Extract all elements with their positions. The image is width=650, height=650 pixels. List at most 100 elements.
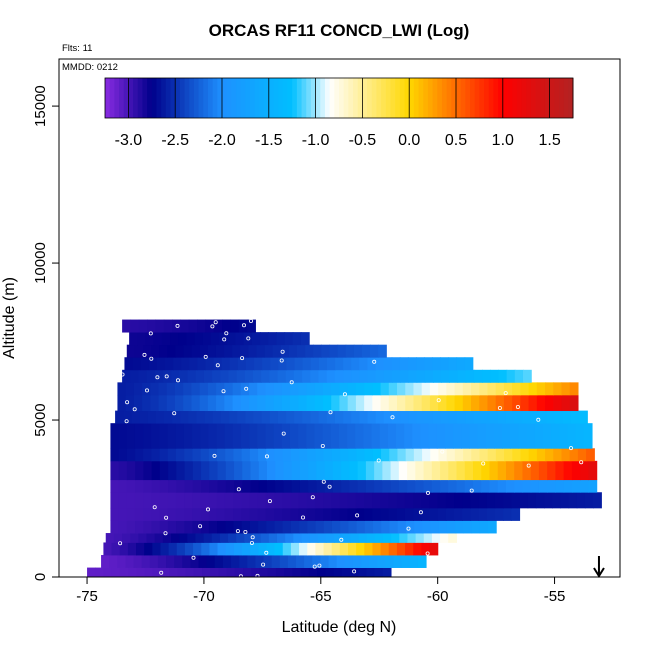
heat-cell: [268, 332, 277, 346]
heat-cell: [325, 533, 335, 543]
heat-cell: [201, 542, 210, 556]
heat-cell: [340, 520, 350, 534]
heat-cell: [511, 492, 521, 509]
colorbar-cell: [137, 78, 143, 118]
heat-cell: [299, 542, 308, 556]
heat-cell: [110, 520, 120, 534]
heat-cell: [341, 460, 350, 481]
heat-cell: [229, 357, 239, 371]
heat-cell: [438, 448, 448, 462]
heat-cell: [497, 479, 507, 493]
heat-cell: [437, 507, 447, 521]
heat-cell: [388, 394, 398, 412]
colorbar-cell: [264, 78, 270, 118]
heat-cell: [372, 448, 382, 462]
sample-point: [312, 564, 317, 569]
colorbar-cell: [133, 78, 139, 118]
heat-cell: [202, 332, 212, 346]
sample-point: [352, 569, 357, 574]
heat-cell: [355, 382, 365, 396]
heat-cell: [135, 479, 144, 493]
heat-cell: [276, 533, 286, 543]
heat-cell: [478, 507, 488, 521]
heat-cell: [168, 479, 177, 493]
sample-point: [376, 458, 381, 463]
heat-cell: [421, 492, 431, 509]
heat-cell: [448, 357, 458, 371]
heatmap-layer: [87, 319, 602, 577]
heat-cell: [274, 492, 283, 509]
heat-cell: [494, 423, 503, 449]
heat-cell: [512, 382, 521, 396]
heat-cell: [126, 492, 136, 509]
heat-cell: [137, 332, 147, 346]
sample-point: [152, 505, 157, 510]
heat-cell: [286, 410, 295, 424]
heat-cell: [193, 542, 202, 556]
heat-cell: [263, 555, 273, 568]
heat-cell: [372, 542, 382, 556]
heat-cell: [526, 423, 536, 449]
heat-cell: [454, 448, 464, 462]
heat-cell: [308, 460, 318, 481]
heat-cell: [328, 555, 338, 568]
heat-cell: [343, 357, 352, 371]
heat-cell: [481, 410, 491, 424]
heat-cell: [282, 448, 292, 462]
heat-cell: [225, 542, 235, 556]
heat-cell: [196, 410, 206, 424]
heat-cell: [473, 410, 483, 424]
heat-cell: [192, 423, 201, 449]
heat-cell: [199, 394, 209, 412]
heat-cell: [331, 542, 341, 556]
sample-point: [159, 570, 164, 575]
heat-cell: [169, 567, 178, 577]
heat-cell: [242, 479, 252, 493]
heat-cell: [204, 410, 214, 424]
heat-cell: [366, 533, 376, 543]
heat-cell: [177, 567, 187, 577]
heat-cell: [293, 533, 303, 543]
heat-cell: [321, 344, 331, 358]
sample-point: [120, 372, 125, 377]
heat-cell: [111, 567, 121, 577]
heat-cell: [464, 357, 474, 371]
heat-cell: [413, 507, 422, 521]
heat-cell: [424, 369, 434, 383]
heat-cell: [138, 319, 148, 333]
heat-cell: [560, 492, 570, 509]
heat-cell: [333, 567, 343, 577]
heat-cell: [151, 520, 161, 534]
heat-cell: [239, 555, 248, 568]
colorbar-cell: [212, 78, 218, 118]
heat-cell: [171, 369, 180, 383]
heat-cell: [504, 448, 513, 462]
heat-cell: [457, 369, 467, 383]
heat-cell: [211, 533, 221, 543]
heat-cell: [489, 460, 499, 481]
colorbar-cell: [170, 78, 176, 118]
heat-cell: [208, 423, 218, 449]
heat-cell: [348, 520, 358, 534]
sample-point: [328, 410, 333, 415]
heat-cell: [309, 533, 319, 543]
heat-cell: [110, 492, 120, 509]
colorbar-cell: [184, 78, 190, 118]
heat-cell: [233, 542, 243, 556]
heat-cell: [477, 423, 487, 449]
heat-cell: [364, 382, 373, 396]
heat-cell: [388, 542, 398, 556]
heat-cell: [561, 448, 571, 462]
heat-cell: [143, 423, 152, 449]
colorbar-cell: [526, 78, 532, 118]
heat-cell: [167, 492, 177, 509]
colorbar-cell: [432, 78, 438, 118]
heat-cell: [576, 492, 586, 509]
heat-cell: [250, 479, 260, 493]
colorbar-cell: [147, 78, 153, 118]
heat-cell: [300, 332, 310, 346]
heat-cell: [119, 567, 129, 577]
heat-cell: [375, 410, 385, 424]
heat-cell: [163, 319, 173, 333]
plot-frame: [58, 58, 621, 578]
